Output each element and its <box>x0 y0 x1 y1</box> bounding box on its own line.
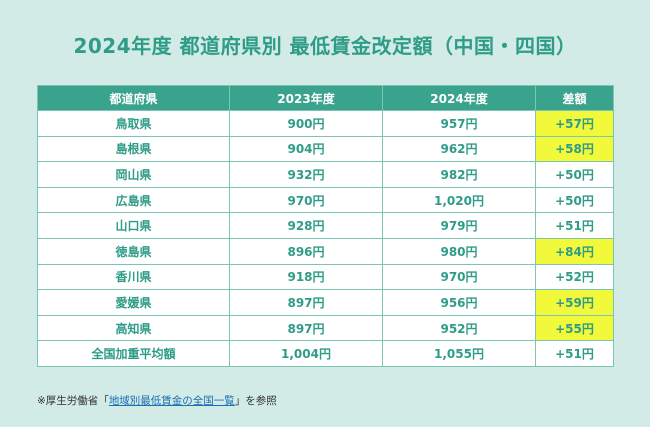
cell-prefecture: 山口県 <box>37 212 230 239</box>
table-row: 山口県 928円 979円 +51円 <box>37 212 614 239</box>
cell-2024: 979円 <box>382 212 536 239</box>
cell-difference: +59円 <box>535 289 614 316</box>
table-row: 広島県 970円 1,020円 +50円 <box>37 186 614 214</box>
cell-prefecture: 岡山県 <box>37 161 230 188</box>
cell-2024: 1,055円 <box>382 340 536 367</box>
cell-2024: 980円 <box>382 237 536 265</box>
cell-prefecture: 徳島県 <box>37 237 230 265</box>
cell-difference: +58円 <box>535 135 614 163</box>
cell-difference: +50円 <box>535 186 614 214</box>
cell-difference: +57円 <box>535 110 614 137</box>
cell-2023: 928円 <box>229 212 383 239</box>
cell-prefecture: 全国加重平均額 <box>37 340 230 367</box>
cell-difference: +55円 <box>535 314 614 342</box>
cell-2023: 932円 <box>229 161 383 188</box>
cell-2024: 962円 <box>382 135 536 163</box>
note-suffix: 」を参照 <box>234 395 277 407</box>
cell-2023: 970円 <box>229 186 383 214</box>
table-row: 鳥取県 900円 957円 +57円 <box>37 110 614 137</box>
cell-prefecture: 広島県 <box>37 186 230 214</box>
table-row: 高知県 897円 952円 +55円 <box>37 314 614 342</box>
cell-2024: 952円 <box>382 314 536 342</box>
table-header-row: 都道府県 2023年度 2024年度 差額 <box>37 85 614 111</box>
source-note: ※厚生労働省「地域別最低賃金の全国一覧」を参照 <box>37 393 277 408</box>
cell-2023: 904円 <box>229 135 383 163</box>
cell-prefecture: 高知県 <box>37 314 230 342</box>
cell-2023: 896円 <box>229 237 383 265</box>
cell-2023: 1,004円 <box>229 340 383 367</box>
source-link[interactable]: 地域別最低賃金の全国一覧 <box>108 395 235 407</box>
cell-difference: +52円 <box>535 263 614 291</box>
cell-2024: 957円 <box>382 110 536 137</box>
cell-2023: 897円 <box>229 314 383 342</box>
cell-prefecture: 島根県 <box>37 135 230 163</box>
cell-difference: +51円 <box>535 212 614 239</box>
table-row: 徳島県 896円 980円 +84円 <box>37 237 614 265</box>
minimum-wage-table: 都道府県 2023年度 2024年度 差額 鳥取県 900円 957円 +57円 島根県… <box>37 85 614 367</box>
cell-prefecture: 鳥取県 <box>37 110 230 137</box>
cell-prefecture: 愛媛県 <box>37 289 230 316</box>
cell-2024: 970円 <box>382 263 536 291</box>
cell-2023: 897円 <box>229 289 383 316</box>
page-title: 2024年度 都道府県別 最低賃金改定額（中国・四国） <box>73 34 577 58</box>
cell-prefecture: 香川県 <box>37 263 230 291</box>
note-prefix: ※厚生労働省「 <box>37 395 109 407</box>
table-row: 島根県 904円 962円 +58円 <box>37 135 614 163</box>
table-row: 全国加重平均額 1,004円 1,055円 +51円 <box>37 340 614 367</box>
cell-2023: 918円 <box>229 263 383 291</box>
cell-difference: +84円 <box>535 237 614 265</box>
cell-2023: 900円 <box>229 110 383 137</box>
header-difference: 差額 <box>535 85 614 111</box>
table-row: 愛媛県 897円 956円 +59円 <box>37 289 614 316</box>
cell-difference: +50円 <box>535 161 614 188</box>
cell-2024: 982円 <box>382 161 536 188</box>
cell-2024: 956円 <box>382 289 536 316</box>
cell-difference: +51円 <box>535 340 614 367</box>
table-row: 岡山県 932円 982円 +50円 <box>37 161 614 188</box>
header-prefecture: 都道府県 <box>37 85 230 111</box>
header-2023: 2023年度 <box>229 85 383 111</box>
cell-2024: 1,020円 <box>382 186 536 214</box>
header-2024: 2024年度 <box>382 85 536 111</box>
table-row: 香川県 918円 970円 +52円 <box>37 263 614 291</box>
